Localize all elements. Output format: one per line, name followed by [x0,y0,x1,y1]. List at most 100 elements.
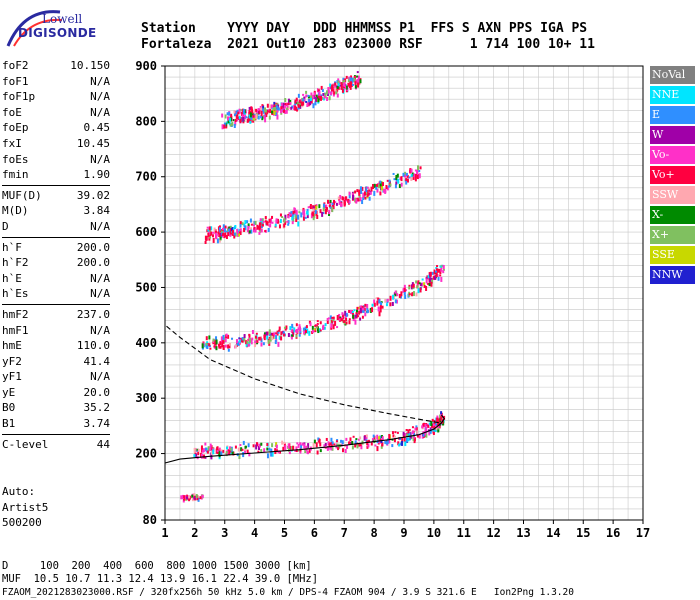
echo-point [224,344,227,348]
echo-point [318,90,321,96]
echo-point [305,330,308,334]
echo-point [332,324,335,330]
param-separator [2,433,110,435]
echo-point [327,441,330,446]
echo-point [394,299,397,304]
param-value: 237.0 [76,307,110,321]
echo-point [244,450,247,455]
echo-point [304,449,307,454]
echo-point [252,119,255,123]
echo-point [392,294,395,300]
echo-point [421,282,424,285]
header-values: Fortaleza 2021 Out10 283 023000 RSF 1 71… [141,37,595,52]
echo-point [243,227,246,232]
echo-point [222,334,225,340]
echo-point [246,341,249,345]
echo-point [229,233,232,237]
echo-point [270,448,273,453]
echo-point [357,438,360,441]
echo-point [416,430,419,435]
echo-point [409,435,412,439]
echo-point [217,343,220,347]
echo-point [309,322,312,327]
echo-point [353,309,356,312]
echo-point [427,429,430,432]
echo-point [261,218,264,223]
echo-point [310,92,313,98]
echo-point [435,271,438,276]
echo-point [249,112,252,118]
echo-point [271,215,274,219]
param-key: B1 [2,417,16,431]
echo-point [234,118,237,122]
echo-point [402,431,405,436]
echo-point [375,297,378,300]
echo-point [206,226,209,229]
echo-point [184,495,187,499]
echo-point [275,449,278,453]
echo-point [341,312,344,316]
echo-point [330,323,333,329]
echo-point [255,442,258,447]
echo-point [287,215,290,219]
echo-point [326,319,329,324]
echo-point [425,278,428,284]
echo-point [412,291,415,297]
echo-point [432,422,435,428]
echo-point [220,336,223,342]
echo-point [336,83,339,86]
echo-point [222,227,225,231]
echo-point [280,106,283,110]
echo-point [312,103,315,109]
echo-point [296,328,299,333]
echo-point [435,274,438,278]
echo-point [274,106,277,110]
echo-point [284,445,287,451]
echo-point [328,96,331,101]
echo-point [289,213,292,216]
echo-point [210,455,213,460]
echo-point [235,114,238,119]
echo-point [337,82,340,87]
echo-point [380,445,383,449]
legend-entry: NNW [650,266,695,284]
echo-point [361,308,364,313]
echo-point [345,437,348,441]
echo-point [309,204,312,210]
echo-point [238,339,241,343]
echo-point [388,179,391,183]
echo-point [351,77,354,83]
echo-point [288,451,291,455]
echo-point [428,272,431,276]
echo-point [295,209,298,215]
param-value: N/A [90,105,110,119]
echo-point [439,265,442,268]
echo-point [434,423,437,428]
echo-point [371,438,374,443]
echo-point [324,205,327,209]
echo-point [417,288,420,294]
echo-point [421,278,424,281]
echo-point [227,117,230,121]
echo-point [394,184,397,189]
echo-point [319,442,322,447]
echo-point [367,187,370,192]
echo-point [408,438,411,441]
echo-point [265,221,268,225]
echo-point [382,188,385,193]
echo-point [217,233,220,236]
echo-point [210,231,213,236]
echo-point [354,81,357,86]
legend-entry: NNE [650,86,695,104]
echo-point [418,434,421,439]
echo-point [305,94,308,98]
echo-point [272,107,275,111]
echo-point [204,442,207,446]
echo-point [332,83,335,86]
echo-point [180,495,183,500]
echo-point [349,441,352,445]
echo-point [384,188,387,193]
echo-point [358,190,361,194]
param-value: N/A [90,323,110,337]
echo-point [419,287,422,293]
